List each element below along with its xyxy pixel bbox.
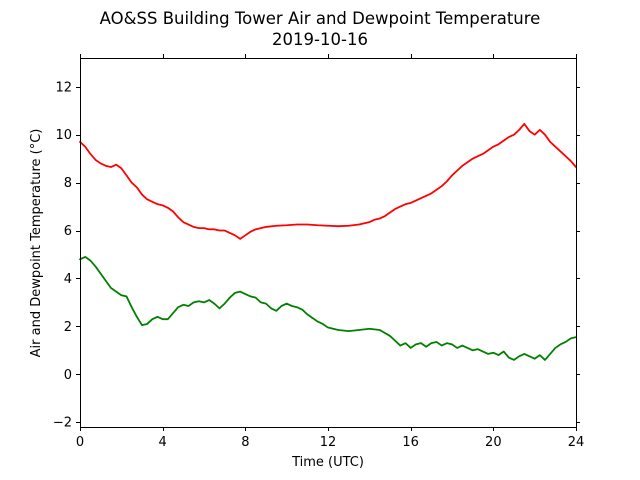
series-line-0	[79, 122, 577, 240]
chart-subtitle: 2019-10-16	[272, 30, 368, 49]
y-axis-label: Air and Dewpoint Temperature (°C)	[29, 129, 44, 358]
x-tick-label: 12	[320, 435, 337, 450]
y-tick-label: −2	[53, 416, 72, 431]
x-axis-label: Time (UTC)	[291, 455, 364, 470]
y-tick-label: 8	[64, 176, 72, 191]
y-tick-label: 10	[55, 128, 72, 143]
x-tick-label: 8	[241, 435, 249, 450]
plot-frame	[80, 58, 577, 428]
y-tick-label: 2	[64, 320, 72, 335]
y-tick-label: 0	[64, 368, 72, 383]
x-tick-label: 0	[76, 435, 84, 450]
y-tick-label: 4	[64, 272, 72, 287]
x-tick-label: 16	[402, 435, 419, 450]
series-line-1	[79, 255, 577, 361]
chart-title: AO&SS Building Tower Air and Dewpoint Te…	[100, 9, 541, 28]
x-tick-label: 24	[568, 435, 585, 450]
y-tick-label: 6	[64, 224, 72, 239]
y-tick-label: 12	[55, 80, 72, 95]
x-tick-label: 20	[485, 435, 502, 450]
x-tick-label: 4	[159, 435, 167, 450]
series-layer	[79, 122, 577, 361]
